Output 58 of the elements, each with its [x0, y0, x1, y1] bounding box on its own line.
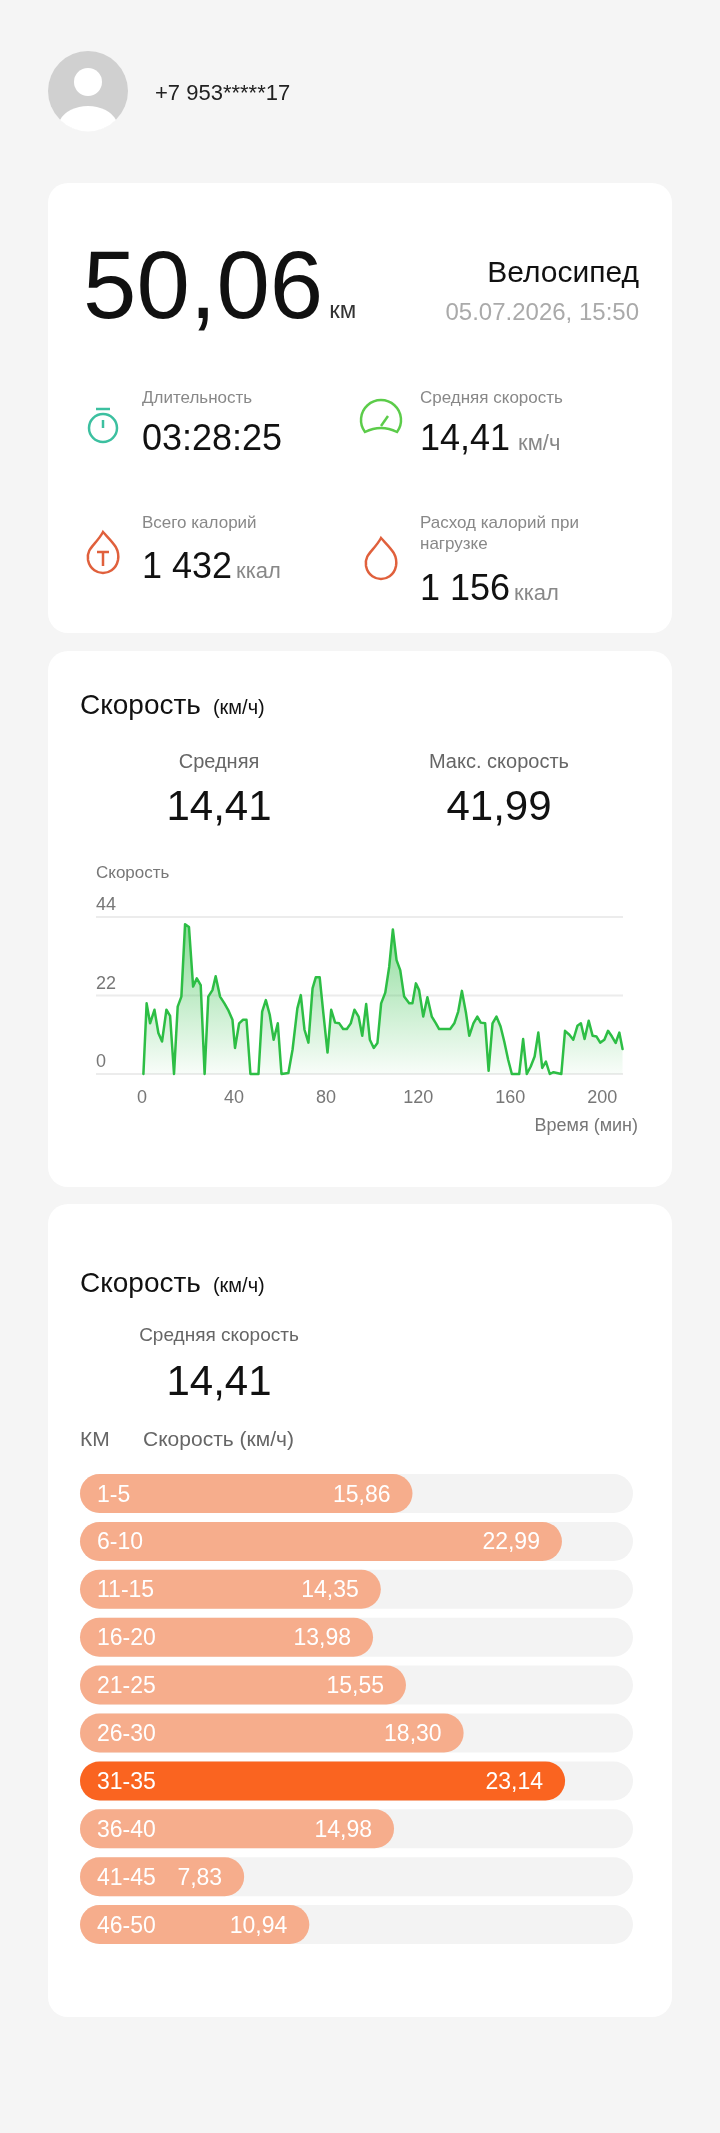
y-tick-label: 21-25 [97, 1672, 156, 1699]
chart-subtitle: (км/ч) [212, 696, 265, 718]
chart-subtitle: (км/ч) [212, 1274, 265, 1296]
y-tick-label: 6-10 [97, 1528, 144, 1555]
text: 41,99 [446, 782, 552, 829]
text: Средняя скорость [420, 388, 564, 407]
data-label: 22,99 [482, 1528, 540, 1555]
x-tick-label: 160 [495, 1087, 526, 1107]
text: 1 432 [142, 545, 233, 586]
text: 05.07.2026, 15:50 [445, 298, 639, 325]
text: Средняя скорость [139, 1324, 299, 1345]
x-axis-title: Время (мин) [534, 1115, 638, 1135]
text: Расход калорий при нагрузке [420, 513, 579, 554]
text: 14,41 [420, 417, 511, 458]
text: +7 953*****17 [155, 80, 291, 105]
text: ккал [514, 580, 559, 605]
data-label: 15,55 [326, 1672, 384, 1699]
text: Скорость (км/ч) [143, 1427, 294, 1450]
y-tick-label: 36-40 [97, 1815, 156, 1842]
data-label: 10,94 [229, 1911, 288, 1938]
y-tick-label: 44 [96, 894, 117, 914]
x-tick-label: 80 [316, 1087, 337, 1107]
text: Длительность [142, 388, 253, 407]
y-tick-label: 0 [96, 1051, 107, 1071]
text: 1 156 [420, 567, 511, 608]
y-tick-label: 46-50 [97, 1911, 156, 1938]
x-tick-label: 120 [403, 1087, 434, 1107]
text: км [329, 296, 357, 323]
text: 14,41 [166, 782, 272, 829]
data-label: 7,83 [177, 1863, 223, 1890]
y-tick-label: 1-5 [97, 1480, 131, 1507]
chart-title: Скорость [80, 689, 201, 720]
y-tick-label: 26-30 [97, 1720, 156, 1746]
data-label: 14,98 [314, 1815, 373, 1842]
text: Средняя [178, 750, 260, 772]
text: ккал [236, 558, 281, 583]
text: км/ч [518, 430, 561, 455]
x-tick-label: 200 [587, 1087, 618, 1107]
y-axis-title: Скорость [96, 863, 170, 882]
y-tick-label: 11-15 [97, 1576, 155, 1603]
data-label: 13,98 [293, 1624, 352, 1651]
y-tick-label: 31-35 [97, 1767, 156, 1794]
chart-title: Скорость [80, 1267, 201, 1298]
y-tick-label: 16-20 [97, 1624, 156, 1651]
data-label: 23,14 [485, 1767, 544, 1794]
text: 50,06 [83, 231, 324, 338]
data-label: 18,30 [384, 1720, 442, 1746]
x-tick-label: 40 [224, 1087, 245, 1107]
text: 03:28:25 [142, 417, 283, 458]
data-label: 15,86 [332, 1480, 391, 1507]
text: 14,41 [166, 1357, 272, 1404]
text: Велосипед [487, 255, 639, 288]
data-label: 14,35 [301, 1576, 359, 1603]
y-tick-label: 22 [96, 972, 117, 993]
text: Макс. скорость [428, 750, 570, 772]
y-tick-label: 41-45 [97, 1863, 156, 1890]
text: Всего калорий [142, 513, 257, 532]
text: КМ [80, 1427, 110, 1450]
